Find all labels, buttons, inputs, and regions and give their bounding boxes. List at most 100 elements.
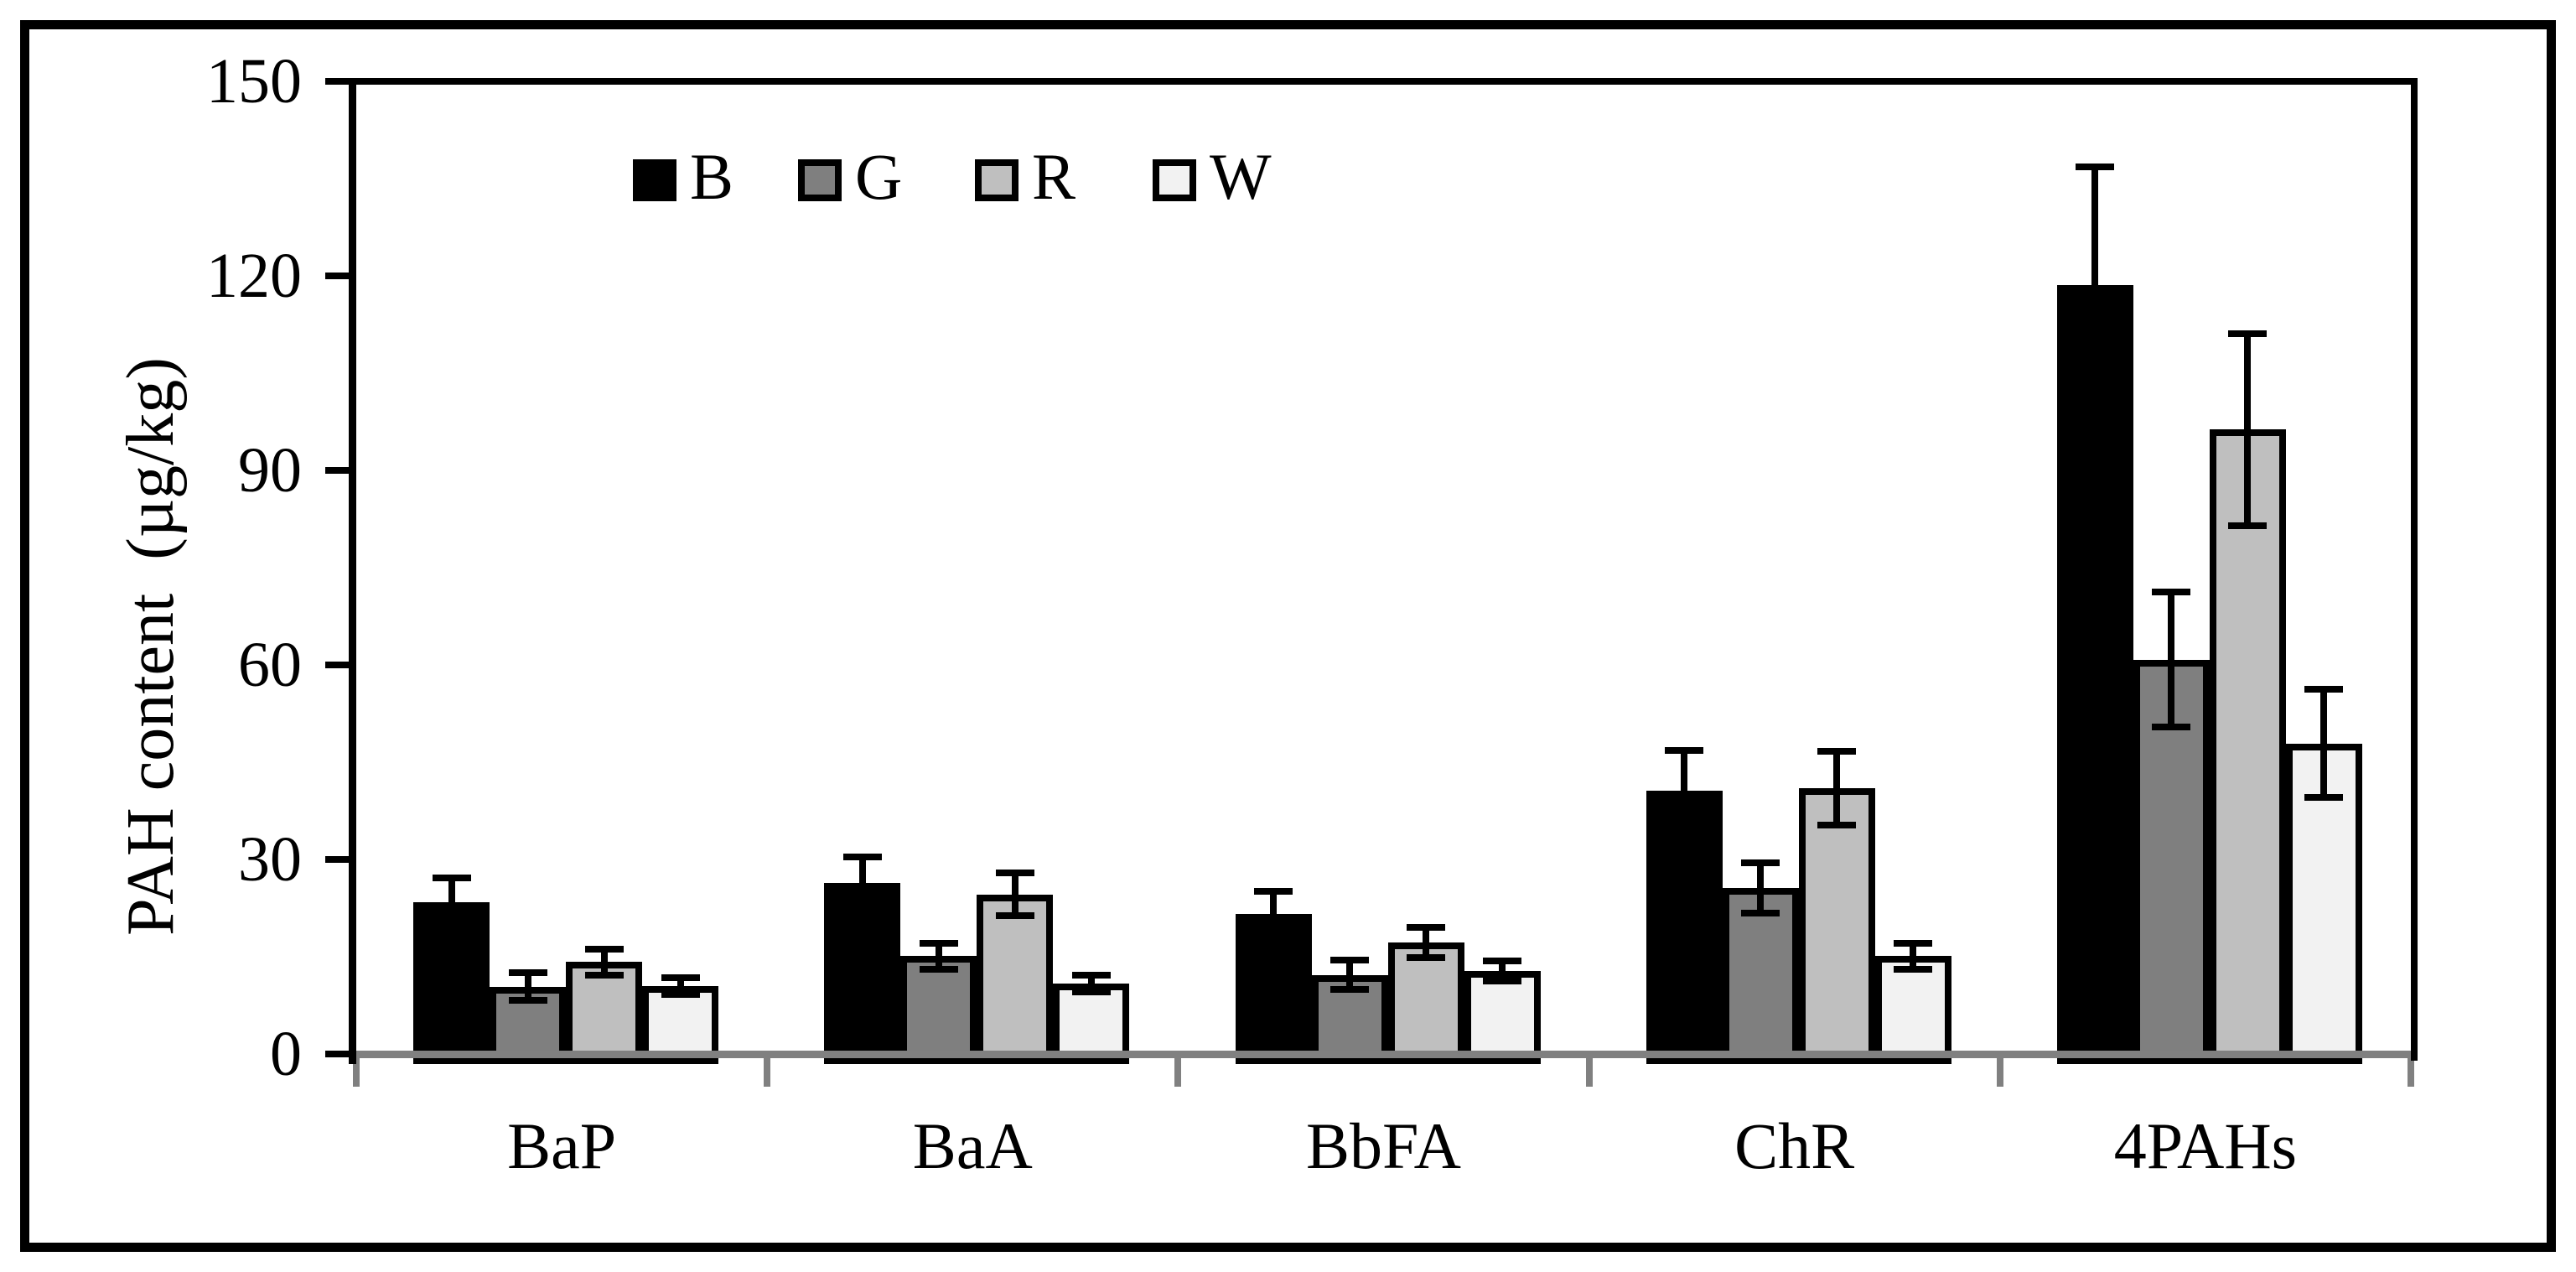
error-bar-line-4PAHs-R — [2244, 333, 2252, 526]
error-bar-line-BbFA-B — [1270, 890, 1277, 937]
error-bar-cap-top-BaP-R — [584, 945, 624, 953]
bar-ChR-B — [1646, 791, 1723, 1064]
error-bar-line-ChR-B — [1681, 750, 1688, 831]
error-bar-cap-bottom-BaP-R — [584, 971, 624, 979]
error-bar-cap-bottom-4PAHs-W — [2304, 793, 2344, 801]
error-bar-cap-top-BbFA-W — [1483, 957, 1521, 964]
category-separator-tick — [764, 1058, 771, 1087]
error-bar-line-4PAHs-G — [2168, 592, 2175, 728]
error-bar-line-BaA-R — [1011, 873, 1018, 916]
error-bar-line-4PAHs-B — [2091, 167, 2099, 403]
error-bar-cap-top-BaA-B — [842, 853, 882, 860]
error-bar-cap-top-BaP-G — [508, 969, 547, 977]
error-bar-cap-top-BbFA-R — [1407, 924, 1445, 932]
category-separator-tick — [353, 1058, 360, 1087]
bar-4PAHs-B — [2056, 284, 2133, 1064]
bar-4PAHs-R — [2209, 429, 2286, 1064]
error-bar-line-BbFA-R — [1423, 927, 1429, 958]
error-bar-cap-bottom-ChR-W — [1894, 965, 1933, 973]
category-separator-tick — [1996, 1058, 2003, 1087]
error-bar-line-ChR-G — [1757, 862, 1765, 914]
error-bar-cap-top-BbFA-G — [1330, 956, 1369, 963]
bar-BbFA-W — [1464, 971, 1541, 1064]
y-tick — [325, 273, 349, 279]
error-bar-cap-bottom-BbFA-R — [1407, 953, 1445, 961]
category-separator-tick — [1174, 1058, 1182, 1087]
x-category-label: ChR — [1734, 1109, 1855, 1182]
error-bar-cap-bottom-ChR-R — [1817, 822, 1857, 828]
y-tick-label: 30 — [238, 824, 302, 895]
error-bar-cap-bottom-BaA-B — [842, 905, 882, 912]
error-bar-cap-bottom-BbFA-W — [1483, 978, 1521, 985]
error-bar-line-BaP-R — [600, 948, 608, 975]
error-bar-cap-top-4PAHs-B — [2076, 164, 2115, 171]
category-separator-tick — [1585, 1058, 1593, 1087]
error-bar-cap-bottom-BaA-R — [995, 912, 1034, 920]
error-bar-cap-bottom-BbFA-G — [1330, 986, 1369, 994]
error-bar-cap-top-BaP-B — [432, 874, 471, 881]
legend-label-G: G — [855, 140, 903, 213]
error-bar-cap-top-ChR-G — [1741, 859, 1780, 866]
y-tick — [325, 856, 349, 863]
y-tick — [325, 662, 349, 668]
error-bar-cap-top-4PAHs-R — [2228, 330, 2268, 337]
bar-ChR-G — [1722, 888, 1799, 1064]
error-bar-cap-bottom-4PAHs-B — [2076, 399, 2115, 407]
y-tick-label: 120 — [206, 241, 302, 311]
y-tick — [325, 467, 349, 474]
error-bar-cap-top-BaA-G — [919, 939, 958, 947]
y-tick-label: 0 — [270, 1019, 302, 1089]
legend-label-W: W — [1210, 140, 1272, 213]
category-separator-tick — [2408, 1058, 2414, 1087]
bar-BaA-R — [977, 894, 1054, 1064]
error-bar-line-BaA-G — [935, 942, 942, 969]
legend-swatch-B — [633, 159, 676, 201]
error-bar-cap-top-4PAHs-W — [2304, 686, 2344, 693]
error-bar-cap-bottom-4PAHs-R — [2228, 522, 2268, 529]
y-tick — [325, 1051, 349, 1057]
error-bar-line-4PAHs-W — [2320, 689, 2328, 797]
error-bar-cap-top-ChR-B — [1665, 747, 1704, 755]
error-bar-cap-bottom-ChR-G — [1741, 910, 1780, 917]
error-bar-line-BbFA-W — [1499, 960, 1506, 982]
error-bar-cap-bottom-BaA-W — [1071, 988, 1111, 995]
error-bar-cap-top-4PAHs-G — [2152, 589, 2191, 596]
bar-BaP-R — [566, 962, 643, 1064]
error-bar-cap-bottom-BaA-G — [919, 965, 958, 973]
x-category-label: 4PAHs — [2113, 1109, 2297, 1182]
legend-swatch-G — [798, 159, 842, 201]
legend-swatch-R — [975, 159, 1018, 201]
y-tick — [325, 78, 349, 85]
error-bar-line-BaA-B — [858, 856, 866, 909]
error-bar-cap-bottom-BaP-W — [661, 990, 700, 998]
error-bar-cap-top-BaA-R — [995, 870, 1034, 877]
x-axis-line — [349, 1051, 2418, 1058]
y-tick-label: 90 — [238, 435, 302, 506]
error-bar-cap-bottom-4PAHs-G — [2152, 724, 2191, 731]
error-bar-cap-top-ChR-W — [1894, 939, 1933, 947]
error-bar-line-ChR-W — [1910, 942, 1917, 969]
error-bar-line-BbFA-G — [1346, 959, 1353, 990]
x-category-label: BaA — [912, 1109, 1033, 1182]
y-axis-line — [349, 78, 356, 1064]
error-bar-cap-bottom-ChR-B — [1665, 827, 1704, 834]
bar-ChR-R — [1798, 787, 1875, 1064]
error-bar-cap-bottom-BaP-G — [508, 996, 547, 1004]
y-tick-label: 60 — [238, 630, 302, 700]
error-bar-line-BaA-W — [1087, 974, 1095, 992]
error-bar-cap-bottom-BbFA-B — [1254, 933, 1293, 941]
bar-BaA-W — [1053, 983, 1130, 1064]
error-bar-cap-top-BaA-W — [1071, 971, 1111, 979]
legend-label-B: B — [690, 140, 734, 213]
legend-swatch-W — [1153, 159, 1196, 201]
error-bar-line-BaP-W — [676, 977, 684, 994]
x-category-label: BbFA — [1306, 1109, 1461, 1182]
error-bar-line-BaP-B — [448, 877, 455, 927]
x-category-label: BaP — [507, 1109, 617, 1182]
error-bar-cap-top-BbFA-B — [1254, 887, 1293, 895]
error-bar-cap-top-BaP-W — [661, 973, 700, 981]
legend-label-R: R — [1032, 140, 1076, 213]
plot-right-border — [2411, 78, 2418, 1061]
